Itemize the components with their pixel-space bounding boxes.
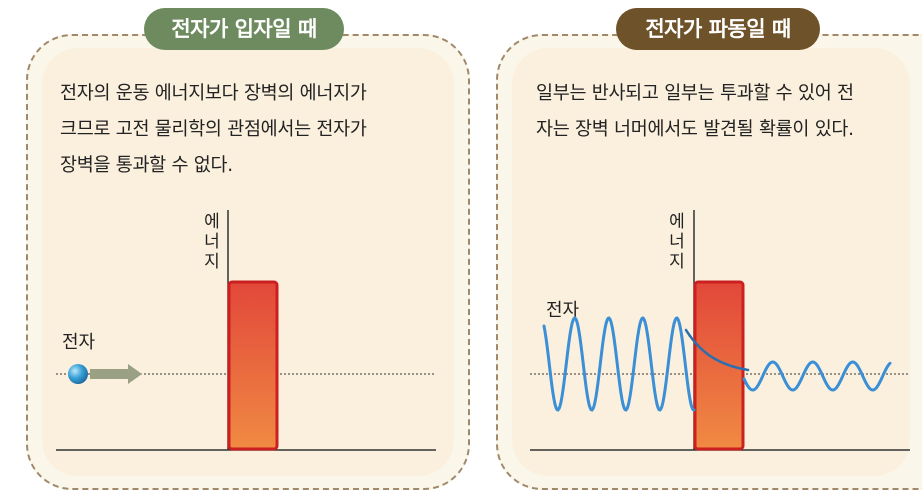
decaying-wave xyxy=(684,328,750,372)
electron-label: 전자 xyxy=(546,300,580,321)
description-line: 전자의 운동 에너지보다 장벽의 에너지가 xyxy=(60,83,367,104)
energy-axis-label: 에 너 지 xyxy=(667,212,687,272)
axis-char: 지 xyxy=(204,252,220,272)
axis-char: 지 xyxy=(669,252,685,272)
incident-wave xyxy=(542,316,696,412)
description-line: 일부는 반사되고 일부는 투과할 수 있어 전 xyxy=(536,83,854,104)
energy-barrier xyxy=(693,280,745,451)
description-line: 크므로 고전 물리학의 관점에서는 전자가 xyxy=(60,119,367,140)
particle-panel-title: 전자가 입자일 때 xyxy=(144,8,344,50)
particle-description: 전자의 운동 에너지보다 장벽의 에너지가 크므로 고전 물리학의 관점에서는 … xyxy=(60,76,438,184)
wave-panel-title: 전자가 파동일 때 xyxy=(616,8,820,50)
energy-axis-label: 에 너 지 xyxy=(202,212,222,272)
axis-char: 에 xyxy=(669,212,685,232)
electron-label: 전자 xyxy=(62,332,96,353)
description-line: 자는 장벽 너머에서도 발견될 확률이 있다. xyxy=(536,119,854,140)
axis-char: 에 xyxy=(204,212,220,232)
wave-description: 일부는 반사되고 일부는 투과할 수 있어 전 자는 장벽 너머에서도 발견될 … xyxy=(536,76,912,148)
motion-arrow xyxy=(90,364,142,384)
axis-char: 너 xyxy=(204,232,220,252)
energy-barrier xyxy=(227,280,279,451)
electron-particle xyxy=(68,364,88,384)
description-line: 장벽을 통과할 수 없다. xyxy=(60,155,233,176)
axis-char: 너 xyxy=(669,232,685,252)
transmitted-wave xyxy=(742,360,892,392)
